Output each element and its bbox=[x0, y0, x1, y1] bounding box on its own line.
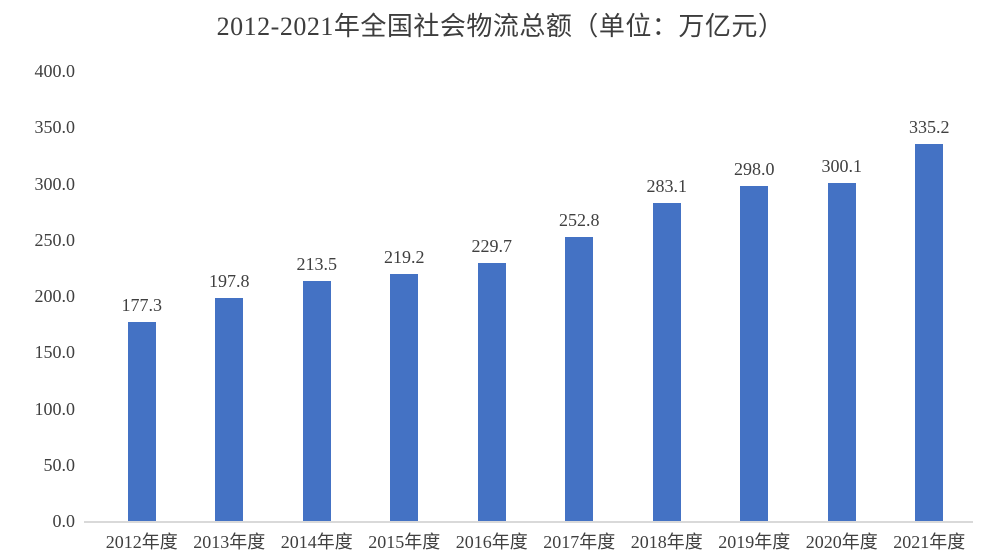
bar-value-label: 335.2 bbox=[909, 116, 950, 137]
bar-group: 300.1 2020年度 bbox=[798, 71, 886, 551]
y-tick-label: 0.0 bbox=[52, 511, 76, 531]
bar bbox=[390, 274, 419, 521]
bar-group: 219.2 2015年度 bbox=[361, 71, 449, 551]
y-tick-label: 100.0 bbox=[34, 398, 76, 419]
bar-value-label: 300.1 bbox=[821, 156, 863, 177]
x-axis-line bbox=[84, 521, 973, 523]
bar-value-label: 197.8 bbox=[209, 271, 250, 292]
y-tick-label: 50.0 bbox=[43, 454, 76, 475]
bar-group: 229.7 2016年度 bbox=[448, 71, 536, 551]
bar bbox=[215, 298, 244, 521]
y-tick-label: 300.0 bbox=[34, 173, 76, 194]
bar-value-label: 219.2 bbox=[384, 247, 425, 268]
x-tick-label: 2014年度 bbox=[280, 532, 353, 552]
bar-value-label: 229.7 bbox=[471, 235, 513, 256]
bar bbox=[477, 262, 506, 521]
x-tick-label: 2020年度 bbox=[805, 532, 878, 552]
bar-group: 197.8 2013年度 bbox=[186, 71, 274, 551]
bar-value-label: 213.5 bbox=[296, 253, 338, 274]
bar bbox=[652, 202, 681, 521]
x-tick-label: 2017年度 bbox=[543, 532, 616, 552]
x-tick-label: 2012年度 bbox=[105, 532, 178, 552]
bar-series: 177.3 2012年度 197.8 2013年度 213.5 2014年度 219.2 20… bbox=[98, 71, 974, 551]
x-tick-label: 2016年度 bbox=[455, 532, 528, 552]
bar bbox=[740, 185, 769, 521]
y-tick-label: 350.0 bbox=[34, 117, 76, 138]
bar-group: 335.2 2021年度 bbox=[886, 71, 974, 551]
y-tick-label: 150.0 bbox=[34, 342, 76, 363]
bar-value-label: 298.0 bbox=[734, 158, 775, 179]
bar bbox=[565, 236, 594, 521]
x-tick-label: 2015年度 bbox=[368, 532, 441, 552]
x-tick-label: 2018年度 bbox=[630, 532, 703, 552]
bar-group: 283.1 2018年度 bbox=[623, 71, 711, 551]
bar-group: 252.8 2017年度 bbox=[536, 71, 624, 551]
y-tick-label: 250.0 bbox=[34, 229, 76, 250]
x-tick-label: 2013年度 bbox=[193, 532, 266, 552]
y-tick-label: 200.0 bbox=[34, 286, 76, 306]
plot-area: 0.0 50.0 100.0 150.0 200.0 250.0 300.0 350.0 400… bbox=[35, 62, 974, 551]
y-tick-label: 400.0 bbox=[34, 61, 76, 81]
bar-group: 213.5 2014年度 bbox=[273, 71, 361, 551]
bar bbox=[127, 321, 156, 521]
bar-value-label: 283.1 bbox=[646, 175, 688, 196]
x-tick-label: 2019年度 bbox=[718, 532, 791, 552]
chart-title: 2012-2021年全国社会物流总额（单位：万亿元） bbox=[216, 12, 785, 41]
bar bbox=[915, 143, 944, 521]
bar-group: 177.3 2012年度 bbox=[98, 71, 186, 551]
x-tick-label: 2021年度 bbox=[893, 532, 966, 552]
bar bbox=[302, 280, 331, 521]
bar bbox=[827, 183, 856, 521]
bar-value-label: 252.8 bbox=[559, 209, 600, 230]
bar-value-label: 177.3 bbox=[121, 294, 163, 315]
bar-group: 298.0 2019年度 bbox=[711, 71, 799, 551]
